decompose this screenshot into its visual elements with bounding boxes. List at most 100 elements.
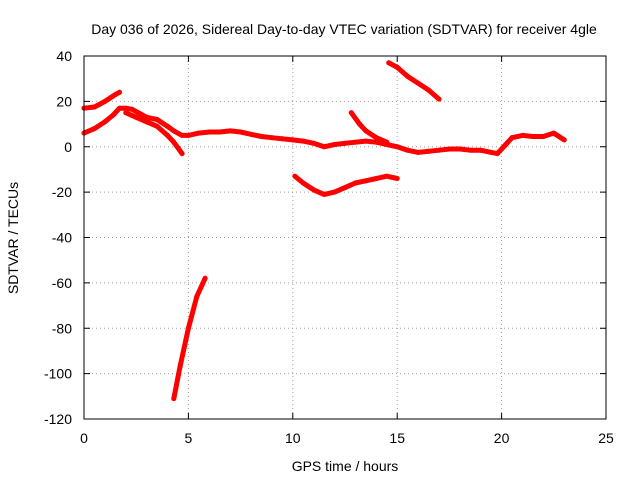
data-point <box>321 191 327 197</box>
data-point <box>426 148 431 154</box>
data-point <box>551 130 557 136</box>
data-point <box>194 294 200 299</box>
data-point <box>91 104 97 110</box>
x-axis-label: GPS time / hours <box>292 458 399 474</box>
data-point <box>342 140 348 146</box>
data-point <box>394 176 400 181</box>
data-point <box>279 136 285 142</box>
data-point <box>217 129 223 135</box>
data-point <box>171 128 177 134</box>
data-point <box>467 147 473 153</box>
data-point <box>540 134 546 139</box>
data-point <box>133 114 139 120</box>
grid-lines <box>84 56 606 419</box>
x-tick-label: 20 <box>494 430 510 446</box>
data-point <box>503 142 509 147</box>
data-point <box>185 325 191 331</box>
data-point <box>171 139 177 145</box>
data-point <box>171 396 177 402</box>
y-tick-label: 0 <box>64 139 72 155</box>
data-point <box>530 134 536 139</box>
data-point <box>332 142 338 147</box>
plot-area <box>81 60 567 402</box>
data-point <box>123 110 129 116</box>
data-point <box>165 132 170 138</box>
data-point <box>561 137 567 143</box>
data-point <box>300 180 306 186</box>
axis-ticks: 0 5 10 15 20 25 -120 -100 -80 -60 -40 -20 0 20 40 <box>44 48 614 446</box>
y-tick-label: -40 <box>52 230 72 246</box>
series-arc-4 <box>171 275 208 402</box>
data-point <box>363 128 369 134</box>
data-point <box>373 135 379 141</box>
data-point <box>112 92 118 98</box>
data-point <box>179 151 185 157</box>
data-point <box>405 147 411 153</box>
data-point <box>165 123 170 129</box>
data-point <box>436 96 442 102</box>
data-point <box>446 146 452 152</box>
data-point <box>144 119 150 125</box>
y-tick-label: -120 <box>44 411 72 427</box>
data-point <box>426 87 431 93</box>
data-point <box>520 132 525 138</box>
data-point <box>135 110 141 116</box>
data-point <box>394 64 400 70</box>
y-tick-label: -20 <box>52 184 72 200</box>
chart-title: Day 036 of 2026, Sidereal Day-to-day VTE… <box>91 21 597 37</box>
data-point <box>363 178 369 184</box>
data-point <box>332 189 338 195</box>
data-point <box>292 173 298 179</box>
data-point <box>110 112 116 118</box>
data-point <box>206 129 212 135</box>
data-point <box>436 147 442 153</box>
data-point <box>259 134 264 139</box>
data-point <box>196 130 202 136</box>
data-point <box>177 364 183 370</box>
data-point <box>238 129 244 135</box>
data-point <box>129 106 135 112</box>
data-point <box>373 176 379 181</box>
data-point <box>509 135 515 141</box>
data-point <box>300 138 306 144</box>
data-point <box>415 149 421 155</box>
data-point <box>478 147 484 153</box>
data-point <box>488 149 494 155</box>
data-point <box>386 60 392 66</box>
data-point <box>352 139 358 145</box>
data-point <box>405 73 411 79</box>
y-tick-label: -80 <box>52 320 72 336</box>
data-point <box>248 131 254 137</box>
data-point <box>202 275 208 281</box>
data-point <box>384 139 390 145</box>
x-tick-label: 0 <box>80 430 88 446</box>
data-point <box>154 123 160 129</box>
data-point <box>227 128 233 134</box>
data-point <box>415 80 421 86</box>
data-point <box>394 144 400 150</box>
series-arc-6 <box>348 110 390 145</box>
y-tick-label: 20 <box>56 93 72 109</box>
x-tick-label: 10 <box>285 430 301 446</box>
series-arc-5 <box>292 173 400 197</box>
data-point <box>290 137 296 143</box>
x-tick-label: 5 <box>185 430 193 446</box>
data-point <box>102 98 108 104</box>
data-point <box>342 185 348 191</box>
data-point <box>91 126 97 132</box>
plot-frame <box>83 55 607 420</box>
data-point <box>154 117 160 122</box>
data-point <box>123 105 129 111</box>
data-point <box>185 132 191 138</box>
data-point <box>117 89 122 95</box>
y-tick-label: -60 <box>52 275 72 291</box>
data-point <box>494 151 500 157</box>
y-axis-label: SDTVAR / TECUs <box>5 182 21 294</box>
data-point <box>357 121 363 127</box>
y-tick-label: -100 <box>44 366 72 382</box>
x-tick-label: 25 <box>598 430 614 446</box>
data-point <box>363 138 369 144</box>
data-point <box>384 173 390 179</box>
data-point <box>269 135 275 141</box>
data-point <box>102 119 108 125</box>
